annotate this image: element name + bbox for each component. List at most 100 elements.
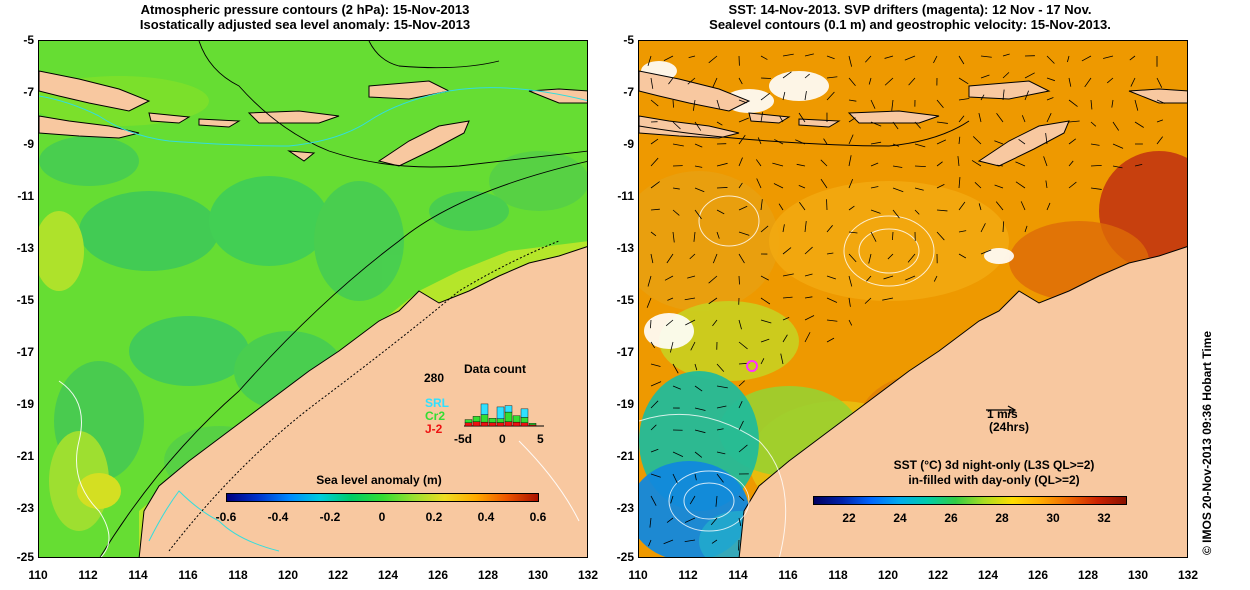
- velocity-arrow: [848, 99, 857, 102]
- velocity-arrow: [826, 76, 838, 79]
- lon-tick: 110: [628, 568, 648, 582]
- bathymetry-contour: [39, 87, 587, 552]
- velocity-arrow: [1068, 138, 1077, 145]
- sst-tick: 22: [842, 511, 856, 525]
- velocity-arrow: [1156, 99, 1166, 104]
- velocity-arrow: [716, 473, 724, 483]
- velocity-arrow: [773, 183, 784, 189]
- velocity-arrow: [782, 91, 786, 101]
- data-count-bar-cr2: [528, 423, 537, 426]
- velocity-arrow: [936, 209, 948, 212]
- velocity-arrow: [664, 275, 674, 281]
- velocity-arrow: [804, 73, 810, 79]
- lon-tick: 114: [728, 568, 748, 582]
- lat-tick: -7: [623, 85, 634, 99]
- velocity-arrow: [711, 539, 718, 544]
- velocity-arrow: [958, 201, 966, 211]
- velocity-arrow: [760, 55, 768, 60]
- velocity-arrow: [738, 517, 742, 527]
- velocity-arrow: [782, 273, 794, 277]
- data-count-bar-cr2: [480, 414, 489, 423]
- velocity-arrow: [738, 253, 745, 264]
- lon-tick: 116: [178, 568, 198, 582]
- velocity-arrow: [826, 319, 838, 322]
- data-count-title: Data count: [464, 362, 527, 376]
- velocity-arrow: [668, 77, 674, 85]
- velocity-arrow: [738, 495, 745, 502]
- lon-tick: 122: [927, 568, 949, 582]
- velocity-arrow: [892, 209, 900, 219]
- velocity-arrow: [1111, 99, 1114, 108]
- velocity-arrow: [848, 253, 857, 263]
- velocity-arrow: [1002, 221, 1005, 233]
- velocity-arrow: [782, 317, 790, 321]
- velocity-arrow: [756, 178, 762, 189]
- velocity-arrow: [1090, 143, 1100, 146]
- velocity-arrow: [870, 121, 882, 127]
- velocity-arrow: [684, 297, 696, 301]
- velocity-arrow: [716, 231, 720, 239]
- velocity-arrow: [996, 164, 1004, 167]
- velocity-arrow: [782, 296, 793, 299]
- velocity-arrow: [650, 138, 659, 145]
- data-count-bar-j2: [520, 422, 529, 427]
- velocity-arrow: [716, 162, 728, 167]
- data-count-bar-j2: [480, 421, 489, 427]
- lat-tick: -15: [16, 293, 34, 307]
- velocity-arrow: [716, 451, 726, 455]
- data-count-xtick-minus5: -5d: [454, 432, 472, 446]
- data-count-xtick-5: 5: [537, 432, 544, 446]
- sla-tick: 0.6: [529, 510, 547, 524]
- velocity-arrow: [779, 115, 784, 123]
- velocity-arrow: [868, 77, 872, 85]
- velocity-arrow: [672, 451, 684, 458]
- velocity-arrow: [883, 275, 894, 280]
- velocity-arrow: [914, 121, 921, 129]
- velocity-arrow: [738, 117, 749, 123]
- velocity-arrow: [738, 231, 750, 236]
- velocity-arrow: [760, 358, 765, 365]
- velocity-arrow: [738, 77, 743, 85]
- velocity-arrow: [738, 444, 748, 453]
- lon-tick: 126: [1027, 568, 1049, 582]
- velocity-arrow: [687, 275, 696, 279]
- lat-tick: -23: [616, 501, 634, 515]
- velocity-arrow: [1045, 133, 1048, 145]
- velocity-arrow: [980, 94, 985, 101]
- velocity-arrow: [884, 77, 894, 86]
- lon-tick: 128: [477, 568, 499, 582]
- velocity-arrow: [914, 187, 924, 191]
- white-contours: [58, 380, 580, 557]
- lon-tick: 128: [1077, 568, 1099, 582]
- velocity-arrow: [868, 253, 872, 264]
- velocity-arrow: [904, 55, 916, 61]
- velocity-arrow: [994, 140, 1004, 145]
- data-count-bar-cr2: [512, 415, 521, 423]
- velocity-arrow: [1046, 113, 1052, 123]
- velocity-arrow: [755, 159, 762, 167]
- imos-credit: © IMOS 20-Nov-2013 09:36 Hobart Time: [1200, 330, 1214, 555]
- velocity-arrow: [1046, 77, 1055, 82]
- sst-map: 1 m/s (24hrs) SST (°C) 3d night-only (L3…: [638, 40, 1188, 558]
- lon-tick: 118: [828, 568, 848, 582]
- velocity-arrow: [694, 187, 705, 193]
- shelf-edge-dotted: [168, 240, 560, 552]
- velocity-arrow: [694, 473, 697, 481]
- sst-tick: 26: [944, 511, 958, 525]
- velocity-arrow: [848, 55, 853, 67]
- data-count-bar-cr2: [464, 419, 473, 423]
- velocity-arrow: [848, 297, 851, 307]
- velocity-arrow: [665, 319, 674, 327]
- velocity-arrow: [647, 55, 652, 67]
- data-count-bar-j2: [464, 422, 473, 427]
- velocity-arrow: [958, 230, 967, 233]
- velocity-arrow: [864, 297, 872, 304]
- lon-tick: 130: [527, 568, 549, 582]
- velocity-arrow: [1046, 202, 1051, 211]
- lat-tick: -5: [23, 33, 34, 47]
- lon-tick: 114: [128, 568, 148, 582]
- sst-map-graphic: [639, 41, 1187, 557]
- velocity-arrow: [892, 231, 894, 241]
- velocity-arrow: [1002, 53, 1010, 57]
- lon-tick: 120: [877, 568, 899, 582]
